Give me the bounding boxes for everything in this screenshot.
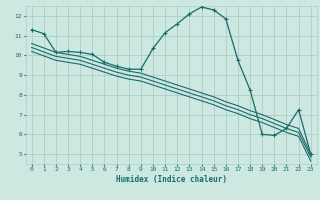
X-axis label: Humidex (Indice chaleur): Humidex (Indice chaleur) [116, 175, 227, 184]
